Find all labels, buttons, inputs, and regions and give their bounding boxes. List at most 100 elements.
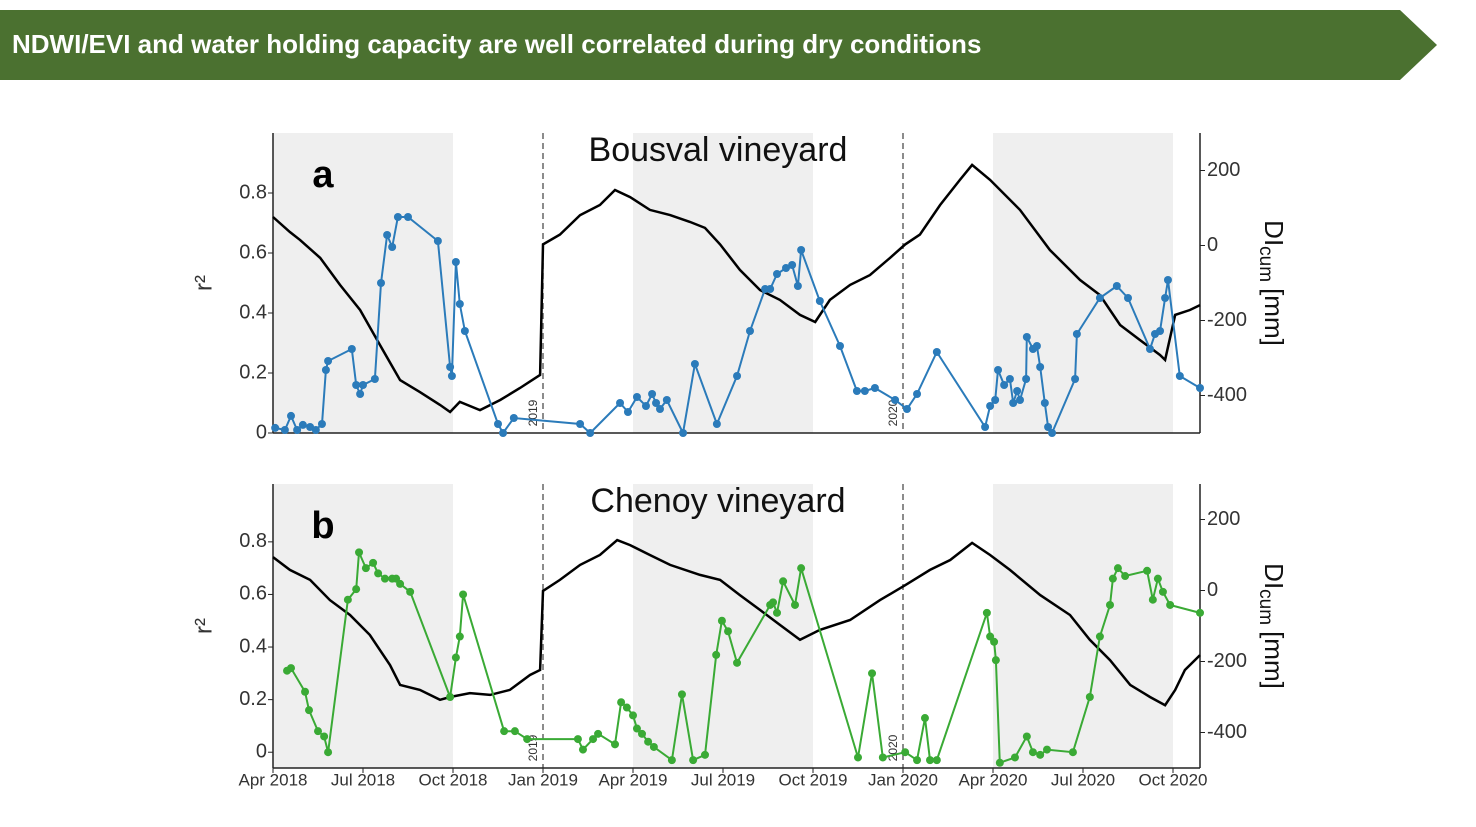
y2-axis-label: DIcum [mm] [1255, 563, 1289, 689]
data-point [433, 237, 442, 245]
y-tick-label: 0.8 [239, 181, 267, 203]
panel-label: b [311, 505, 334, 547]
season-shade [993, 484, 1173, 768]
data-point [1044, 423, 1053, 431]
data-point [913, 756, 922, 765]
y2-label-sub: cum [1255, 246, 1276, 282]
data-point [406, 587, 415, 596]
data-point [1143, 566, 1152, 575]
data-point [860, 387, 869, 395]
data-point [1010, 753, 1019, 762]
data-point [594, 729, 603, 738]
data-point [868, 669, 877, 678]
data-point [1068, 748, 1077, 757]
data-point [396, 579, 405, 588]
data-point [913, 390, 922, 398]
data-point [1022, 333, 1031, 341]
year-label: 2020 [886, 734, 900, 761]
data-point [773, 270, 781, 278]
year-label: 2019 [526, 399, 540, 426]
data-point [733, 372, 742, 380]
data-point [499, 429, 508, 437]
data-point [1072, 330, 1081, 338]
data-point [1106, 600, 1114, 609]
data-point [641, 402, 650, 410]
data-point [447, 372, 456, 380]
data-point [689, 756, 698, 765]
y2-tick-label: -400 [1207, 384, 1247, 406]
x-tick-label: Oct 2020 [1139, 770, 1208, 789]
data-point [1156, 327, 1165, 335]
data-point [352, 585, 361, 594]
y-tick-label: 0.4 [239, 301, 267, 323]
data-point [317, 420, 326, 428]
data-point [902, 405, 911, 413]
data-point [455, 632, 464, 641]
y2-tick-label: 0 [1207, 579, 1218, 601]
data-point [1095, 632, 1104, 641]
data-point [388, 243, 397, 251]
data-point [343, 595, 352, 604]
season-shade [273, 484, 453, 768]
data-point [724, 627, 733, 636]
slide-title: NDWI/EVI and water holding capacity are … [12, 29, 981, 59]
data-point [1166, 600, 1175, 609]
data-point [1161, 294, 1170, 302]
data-point [1085, 693, 1094, 701]
data-point [305, 706, 313, 715]
data-point [926, 756, 934, 765]
data-point [494, 420, 502, 428]
data-point [986, 402, 995, 410]
data-point [712, 650, 721, 659]
data-point [359, 381, 367, 389]
y2-tick-label: -200 [1207, 309, 1247, 331]
x-tick-label: Jan 2019 [508, 770, 578, 789]
data-point [383, 231, 392, 239]
data-point [1048, 429, 1057, 437]
data-point [652, 399, 661, 407]
series-line [272, 163, 1201, 414]
data-point [298, 420, 307, 429]
data-point [644, 737, 653, 746]
data-point [1121, 572, 1130, 581]
data-point [622, 703, 631, 712]
data-point [1036, 750, 1045, 759]
data-point [374, 569, 383, 578]
data-point [1013, 387, 1022, 395]
data-point [982, 608, 991, 617]
data-point [815, 297, 824, 305]
data-point [717, 616, 726, 625]
data-point [446, 363, 455, 371]
data-point [788, 261, 797, 269]
y-tick-label: 0 [256, 421, 267, 443]
y2-label-main: DI [1259, 563, 1289, 589]
data-point [324, 357, 333, 365]
y2-label-unit: [mm] [1259, 288, 1289, 346]
data-point [1036, 363, 1045, 371]
data-point [981, 423, 990, 431]
data-point [1043, 745, 1051, 754]
data-point [293, 426, 302, 434]
y-tick-label: 0.8 [239, 530, 267, 552]
data-point [355, 548, 364, 557]
data-point [891, 396, 900, 404]
data-point [1108, 574, 1117, 583]
data-point [321, 366, 330, 374]
x-tick-label: Jul 2020 [1051, 770, 1115, 789]
data-point [712, 420, 721, 428]
season-shade [633, 484, 813, 768]
data-point [1112, 282, 1121, 290]
series-line [272, 538, 1201, 707]
data-point [1175, 372, 1184, 380]
y2-tick-label: 0 [1207, 234, 1218, 256]
data-point [662, 396, 671, 404]
data-point [648, 390, 657, 398]
data-point [460, 327, 469, 335]
data-point [746, 327, 754, 335]
data-point [271, 423, 280, 432]
x-tick-label: Oct 2019 [779, 770, 848, 789]
data-point [766, 285, 775, 293]
data-point [510, 727, 519, 736]
data-point [1095, 294, 1104, 302]
